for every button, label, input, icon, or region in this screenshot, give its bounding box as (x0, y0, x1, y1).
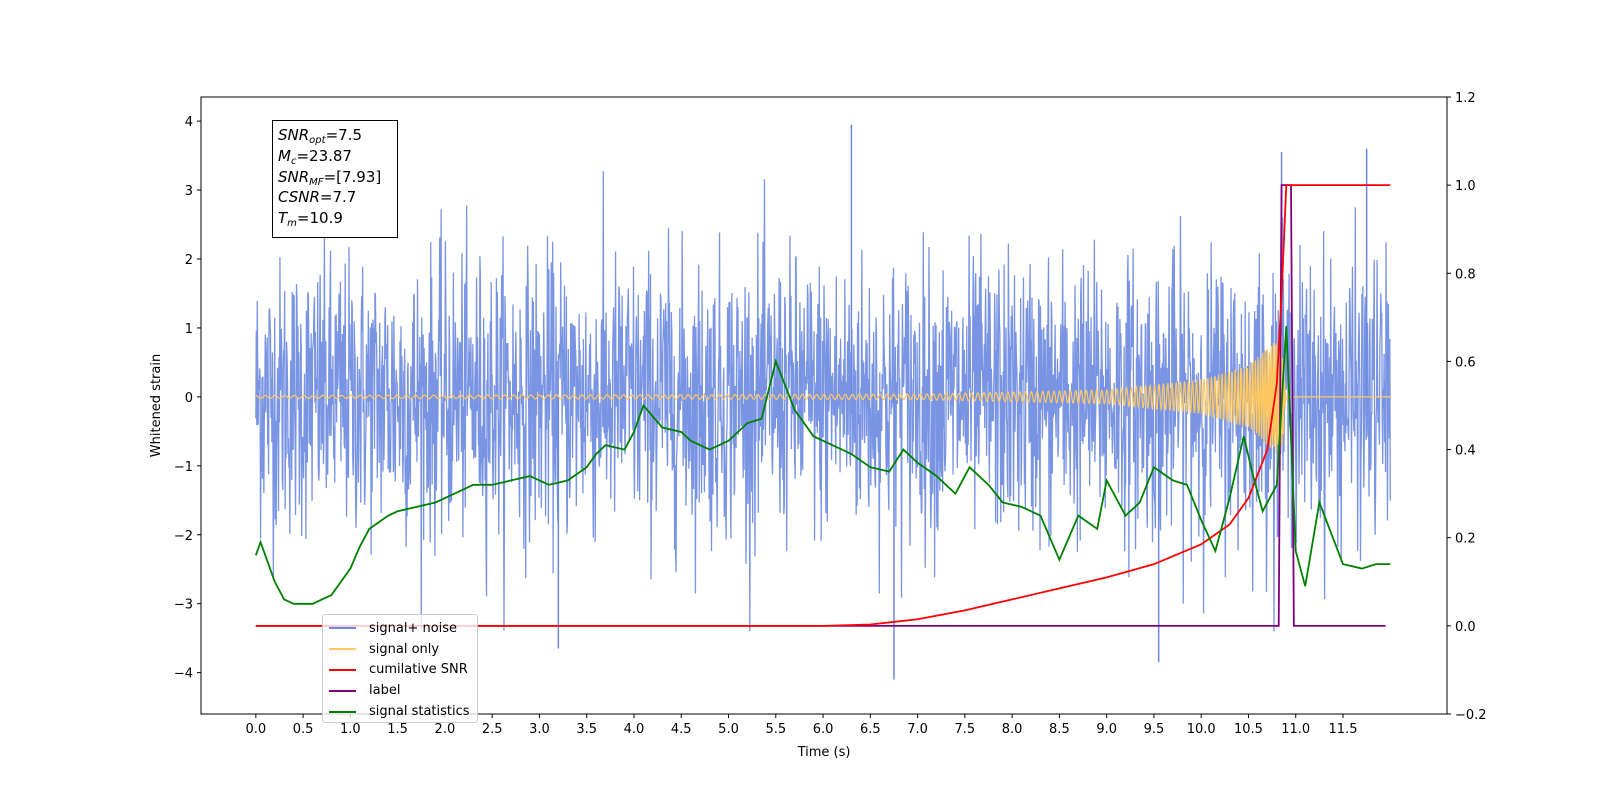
x-tick-label: 5.5 (765, 722, 786, 737)
x-tick-label: 11.5 (1329, 722, 1358, 737)
x-tick-label: 3.5 (576, 722, 597, 737)
legend-swatch (329, 648, 356, 651)
x-tick-label: 10.5 (1234, 722, 1263, 737)
x-axis-label: Time (s) (797, 745, 851, 760)
parameter-info-box: SNRopt=7.5 Mc=23.87 SNRMF=[7.93] CSNR=7.… (272, 120, 398, 238)
x-axis-ticks: 0.0 0.5 1.0 1.5 2.0 2.5 3.0 3.5 4.0 4.5 5.0 5.5 6.0 6… (245, 714, 1357, 737)
x-tick-label: 1.5 (387, 722, 408, 737)
y2-tick-label: 0.6 (1455, 355, 1476, 370)
tm-value: =10.9 (296, 209, 343, 228)
snr-opt-value: =7.5 (325, 126, 362, 144)
legend-item: cumilative SNR (329, 660, 471, 681)
legend-label: signal+ noise (369, 620, 458, 636)
legend-swatch (329, 710, 356, 713)
x-tick-label: 4.5 (671, 722, 692, 737)
x-tick-label: 2.0 (435, 722, 456, 737)
series-signal-statistics (254, 326, 1391, 605)
x-tick-label: 6.5 (860, 722, 881, 737)
x-tick-label: 8.0 (1002, 722, 1023, 737)
y-tick-label: −4 (174, 667, 193, 682)
y-tick-label: 1 (185, 322, 193, 337)
legend-label: signal statistics (369, 704, 470, 720)
y-tick-label: −1 (174, 460, 193, 475)
x-tick-label: 10.0 (1187, 722, 1216, 737)
y-axis-label: Whitened strain (149, 354, 164, 457)
y-axis-ticks: 4 3 2 1 0 −1 −2 −3 −4 (174, 115, 201, 682)
series-signal-only (255, 335, 1391, 454)
mc-line: Mc=23.87 (278, 146, 352, 167)
x-tick-label: 7.0 (907, 722, 928, 737)
legend-item: signal statistics (329, 701, 471, 722)
y-tick-label: −3 (174, 598, 193, 613)
x-tick-label: 6.0 (813, 722, 834, 737)
mc-value: =23.87 (296, 146, 352, 165)
x-tick-label: 2.5 (482, 722, 503, 737)
y2-tick-label: −0.2 (1455, 708, 1487, 723)
x-tick-label: 0.0 (245, 722, 266, 737)
plot-area (254, 124, 1391, 680)
x-tick-label: 5.0 (718, 722, 739, 737)
csnr-line: CSNR=7.7 (278, 188, 357, 207)
x-tick-label: 9.0 (1096, 722, 1117, 737)
csnr-value: =7.7 (319, 188, 357, 207)
y-tick-label: 0 (185, 391, 193, 406)
y2-tick-label: 0.0 (1455, 620, 1476, 635)
x-tick-label: 7.5 (955, 722, 976, 737)
y-tick-label: −2 (174, 529, 193, 544)
legend-item: label (329, 680, 471, 701)
y2-tick-label: 0.4 (1455, 444, 1476, 459)
legend-label: label (369, 683, 401, 699)
legend-swatch (329, 668, 356, 671)
y-tick-label: 2 (185, 253, 193, 268)
series-cumulative-snr (255, 184, 1391, 627)
snr-mf-value: =[7.93] (323, 167, 382, 186)
x-tick-label: 3.0 (529, 722, 550, 737)
y2-tick-label: 1.0 (1455, 179, 1476, 194)
y2-tick-label: 0.2 (1455, 532, 1476, 547)
legend-item: signal only (329, 639, 471, 660)
y-tick-label: 4 (185, 115, 193, 130)
axes-frame (200, 96, 1448, 715)
x-tick-label: 1.0 (340, 722, 361, 737)
legend-label: cumilative SNR (369, 662, 468, 678)
y2-axis-ticks: 1.2 1.0 0.8 0.6 0.4 0.2 0.0 −0.2 (1447, 91, 1487, 723)
tm-line: Tm=10.9 (278, 209, 343, 230)
x-tick-label: 4.0 (624, 722, 645, 737)
legend-label: signal only (369, 641, 440, 657)
legend-item: signal+ noise (329, 618, 471, 639)
series-signal-noise (255, 171, 1391, 632)
legend-swatch (329, 627, 356, 630)
y2-tick-label: 1.2 (1455, 91, 1476, 106)
y-tick-label: 3 (185, 184, 193, 199)
legend-swatch (329, 689, 356, 692)
snr-mf-line: SNRMF=[7.93] (278, 167, 382, 188)
snr-opt-line: SNRopt=7.5 (278, 126, 362, 146)
legend: signal+ noise signal only cumilative SNR… (322, 614, 478, 723)
x-tick-label: 9.5 (1144, 722, 1165, 737)
x-tick-label: 11.0 (1281, 722, 1310, 737)
x-tick-label: 8.5 (1049, 722, 1070, 737)
x-tick-label: 0.5 (293, 722, 314, 737)
y2-tick-label: 0.8 (1455, 267, 1476, 282)
